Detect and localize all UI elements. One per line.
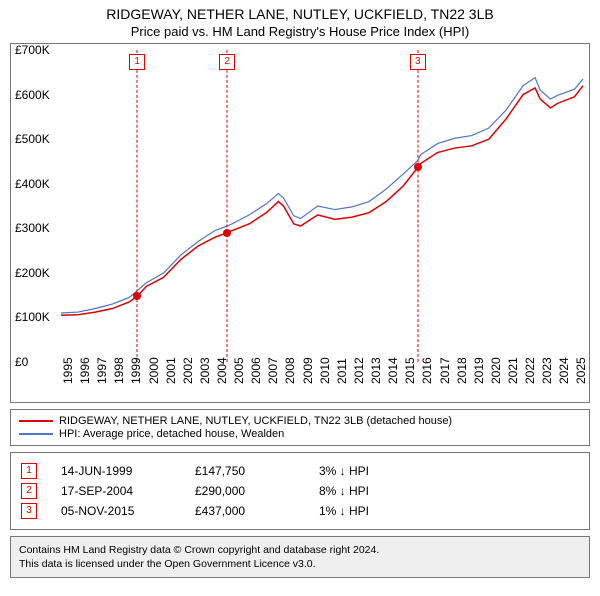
x-axis-tick: 2015 — [403, 357, 417, 384]
x-axis-tick: 1997 — [95, 357, 109, 384]
x-axis-tick: 2008 — [283, 357, 297, 384]
x-axis-tick: 2009 — [301, 357, 315, 384]
y-axis-tick: £300K — [15, 221, 50, 235]
x-axis-tick: 2016 — [420, 357, 434, 384]
x-axis-tick: 2004 — [215, 357, 229, 384]
event-row: 2 17-SEP-2004 £290,000 8% ↓ HPI — [21, 483, 579, 499]
y-axis-tick: £200K — [15, 266, 50, 280]
x-axis-tick: 2025 — [574, 357, 588, 384]
x-axis-tick: 2006 — [249, 357, 263, 384]
chart-subtitle: Price paid vs. HM Land Registry's House … — [0, 24, 600, 39]
legend-swatch — [19, 433, 53, 435]
x-axis-tick: 2012 — [352, 357, 366, 384]
event-marker: 2 — [219, 54, 235, 70]
y-axis-tick: £0 — [15, 355, 28, 369]
event-dot — [414, 163, 422, 171]
chart-title: RIDGEWAY, NETHER LANE, NUTLEY, UCKFIELD,… — [0, 6, 600, 22]
legend-row: RIDGEWAY, NETHER LANE, NUTLEY, UCKFIELD,… — [19, 415, 581, 427]
x-axis-tick: 2018 — [455, 357, 469, 384]
x-axis-tick: 2011 — [335, 358, 349, 384]
event-delta: 8% ↓ HPI — [319, 484, 369, 498]
legend: RIDGEWAY, NETHER LANE, NUTLEY, UCKFIELD,… — [10, 409, 590, 446]
x-axis-tick: 2014 — [386, 357, 400, 384]
event-price: £290,000 — [195, 484, 295, 498]
event-marker: 3 — [410, 54, 426, 70]
x-axis-tick: 2013 — [369, 357, 383, 384]
legend-swatch — [19, 420, 53, 422]
legend-label: HPI: Average price, detached house, Weal… — [59, 428, 284, 440]
event-row: 3 05-NOV-2015 £437,000 1% ↓ HPI — [21, 503, 579, 519]
events-table: 1 14-JUN-1999 £147,750 3% ↓ HPI 2 17-SEP-2004… — [10, 452, 590, 530]
y-axis-tick: £100K — [15, 310, 50, 324]
event-guideline — [417, 50, 418, 362]
x-axis-tick: 1998 — [112, 357, 126, 384]
event-date: 05-NOV-2015 — [61, 504, 171, 518]
x-axis-tick: 2002 — [181, 357, 195, 384]
legend-row: HPI: Average price, detached house, Weal… — [19, 428, 581, 440]
x-axis-tick: 2007 — [266, 357, 280, 384]
event-dot — [223, 229, 231, 237]
event-delta: 1% ↓ HPI — [319, 504, 369, 518]
x-axis-tick: 2001 — [164, 357, 178, 384]
event-date: 17-SEP-2004 — [61, 484, 171, 498]
series-line — [61, 78, 583, 313]
x-axis-tick: 2022 — [523, 357, 537, 384]
x-axis-tick: 1995 — [61, 357, 75, 384]
x-axis-tick: 2000 — [147, 357, 161, 384]
y-axis-tick: £700K — [15, 43, 50, 57]
license-notice: Contains HM Land Registry data © Crown c… — [10, 536, 590, 578]
x-axis-tick: 2020 — [489, 357, 503, 384]
event-price: £437,000 — [195, 504, 295, 518]
event-row: 1 14-JUN-1999 £147,750 3% ↓ HPI — [21, 463, 579, 479]
event-marker-cell: 2 — [21, 483, 37, 499]
x-axis-tick: 2005 — [232, 357, 246, 384]
x-axis-tick: 1999 — [129, 357, 143, 384]
x-axis-tick: 2003 — [198, 357, 212, 384]
y-axis-tick: £600K — [15, 88, 50, 102]
event-price: £147,750 — [195, 464, 295, 478]
event-guideline — [227, 50, 228, 362]
license-line: This data is licensed under the Open Gov… — [19, 557, 581, 571]
x-axis-tick: 2021 — [506, 357, 520, 384]
x-axis-tick: 2023 — [540, 357, 554, 384]
x-axis-tick: 2017 — [438, 357, 452, 384]
event-dot — [133, 292, 141, 300]
y-axis-tick: £400K — [15, 177, 50, 191]
x-axis-tick: 2019 — [472, 357, 486, 384]
x-axis-tick: 2010 — [318, 357, 332, 384]
event-marker: 1 — [129, 54, 145, 70]
event-marker-cell: 1 — [21, 463, 37, 479]
legend-label: RIDGEWAY, NETHER LANE, NUTLEY, UCKFIELD,… — [59, 415, 452, 427]
y-axis-tick: £500K — [15, 132, 50, 146]
series-line — [61, 86, 583, 316]
x-axis-tick: 2024 — [557, 357, 571, 384]
event-marker-cell: 3 — [21, 503, 37, 519]
event-date: 14-JUN-1999 — [61, 464, 171, 478]
license-line: Contains HM Land Registry data © Crown c… — [19, 543, 581, 557]
chart-area: £0 £100K £200K £300K £400K £500K £600K £700K 199… — [10, 43, 590, 403]
x-axis-tick: 1996 — [78, 357, 92, 384]
event-guideline — [137, 50, 138, 362]
event-delta: 3% ↓ HPI — [319, 464, 369, 478]
